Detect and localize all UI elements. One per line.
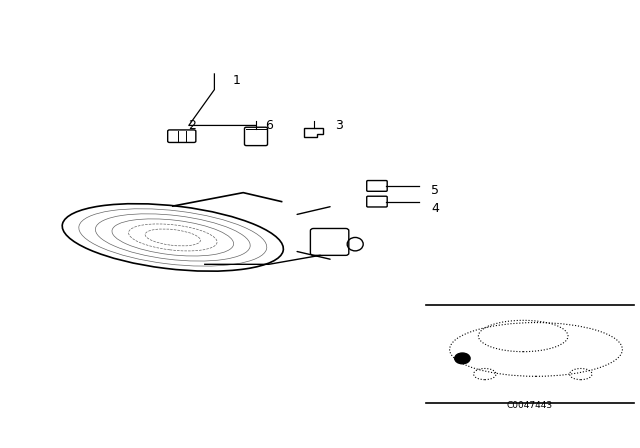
Text: C0047443: C0047443 (506, 401, 553, 410)
Circle shape (455, 353, 470, 364)
Text: 1: 1 (233, 74, 241, 87)
Text: 5: 5 (431, 184, 439, 197)
Text: 4: 4 (431, 202, 439, 215)
Text: 3: 3 (335, 119, 343, 132)
Text: 6: 6 (265, 119, 273, 132)
Text: 2: 2 (188, 119, 196, 132)
